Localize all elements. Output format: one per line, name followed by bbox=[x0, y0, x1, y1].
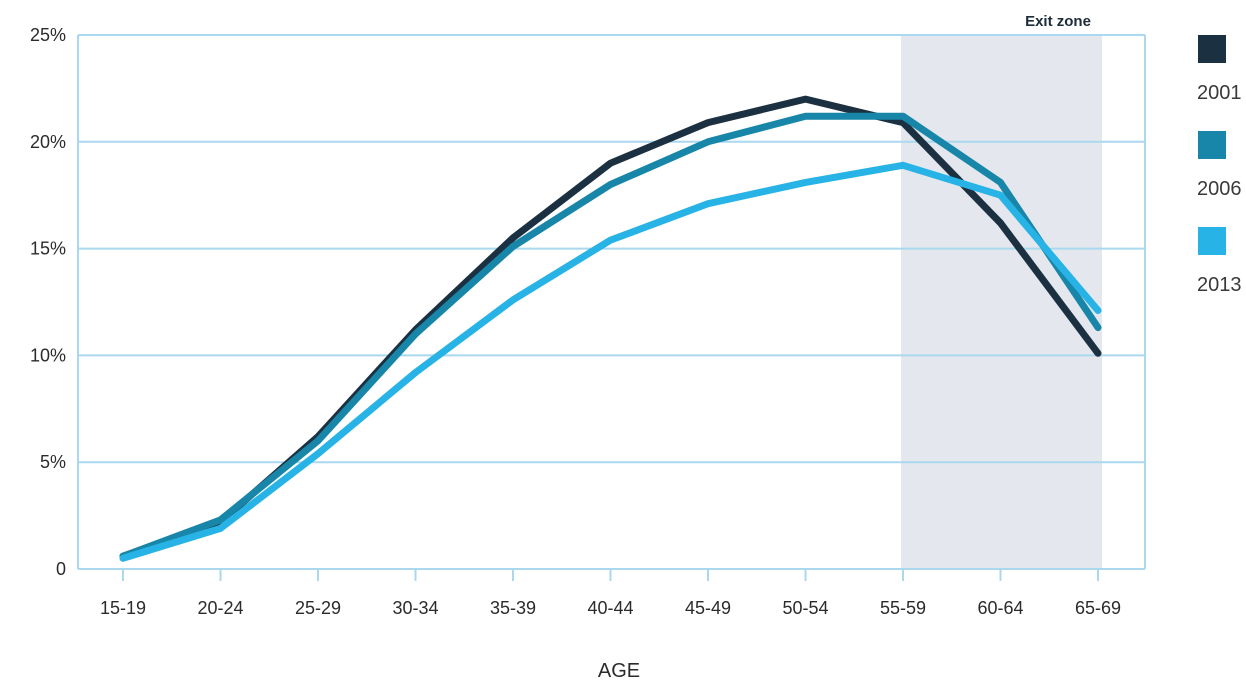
y-tick-label: 10% bbox=[30, 345, 66, 365]
x-tick-label: 65-69 bbox=[1075, 598, 1121, 618]
x-axis-title: AGE bbox=[598, 660, 640, 682]
exit-zone-layer: Exit zone bbox=[901, 13, 1102, 569]
exit-zone-label: Exit zone bbox=[1025, 13, 1091, 30]
x-tick-label: 25-29 bbox=[295, 598, 341, 618]
legend-label-2006: 2006 bbox=[1197, 178, 1242, 200]
x-tick-label: 50-54 bbox=[782, 598, 828, 618]
series-line-2006 bbox=[119, 112, 1102, 560]
legend-label-2001: 2001 bbox=[1197, 82, 1242, 104]
y-tick-label: 25% bbox=[30, 25, 66, 45]
y-tick-label: 5% bbox=[40, 452, 66, 472]
x-tick-label: 40-44 bbox=[587, 598, 633, 618]
legend: 2001 2006 2013 bbox=[1197, 35, 1242, 296]
x-tick-label: 55-59 bbox=[880, 598, 926, 618]
legend-swatch-2001 bbox=[1198, 35, 1226, 63]
x-tick-label: 35-39 bbox=[490, 598, 536, 618]
x-tick-layer bbox=[122, 569, 1099, 581]
legend-label-2013: 2013 bbox=[1197, 274, 1242, 296]
y-tick-label: 20% bbox=[30, 132, 66, 152]
legend-swatch-2013 bbox=[1198, 227, 1226, 255]
x-tick-label: 15-19 bbox=[100, 598, 146, 618]
legend-swatch-2006 bbox=[1198, 131, 1226, 159]
y-tick-label: 0 bbox=[56, 559, 66, 579]
x-tick-label: 45-49 bbox=[685, 598, 731, 618]
series-line-2013 bbox=[119, 161, 1102, 562]
x-tick-label: 60-64 bbox=[977, 598, 1023, 618]
y-tick-label: 15% bbox=[30, 239, 66, 259]
x-tick-label: 20-24 bbox=[197, 598, 243, 618]
series-layer bbox=[119, 95, 1102, 562]
label-layer: 0 5% 10% 15% 20% 25% 15-19 20-24 25-29 30-34 35-39… bbox=[30, 25, 1121, 618]
x-tick-label: 30-34 bbox=[392, 598, 438, 618]
exit-zone-band bbox=[901, 35, 1102, 569]
